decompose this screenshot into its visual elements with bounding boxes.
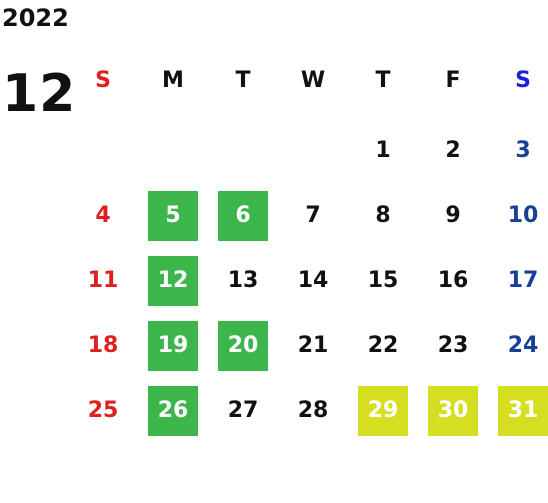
day-cell-highlighted[interactable]: 19 — [148, 321, 198, 371]
day-cell-highlighted[interactable]: 26 — [148, 386, 198, 436]
day-cell[interactable]: 16 — [437, 268, 469, 293]
day-cell-highlighted[interactable]: 6 — [218, 191, 268, 241]
day-cell[interactable]: 13 — [227, 268, 259, 293]
day-cell[interactable]: 18 — [87, 333, 119, 358]
day-cell-highlighted-lime[interactable]: 29 — [358, 386, 408, 436]
day-cell[interactable]: 15 — [367, 268, 399, 293]
day-cell[interactable]: 14 — [297, 268, 329, 293]
day-cell-highlighted[interactable]: 5 — [148, 191, 198, 241]
day-cell[interactable]: 2 — [445, 138, 461, 163]
day-cell[interactable]: 1 — [375, 138, 391, 163]
day-cell-highlighted[interactable]: 12 — [148, 256, 198, 306]
day-cell[interactable]: 25 — [87, 398, 119, 423]
day-cell[interactable]: 28 — [297, 398, 329, 423]
day-cell[interactable]: 23 — [437, 333, 469, 358]
day-cell-highlighted[interactable]: 20 — [218, 321, 268, 371]
day-cell[interactable]: 8 — [375, 203, 391, 228]
day-cell[interactable]: 3 — [515, 138, 531, 163]
weekday-header-sat: S — [515, 68, 531, 93]
weekday-header-mon: M — [162, 68, 184, 93]
day-cell[interactable]: 17 — [507, 268, 539, 293]
day-cell-highlighted-lime[interactable]: 31 — [498, 386, 548, 436]
weekday-header-thu: T — [375, 68, 391, 93]
day-cell[interactable]: 21 — [297, 333, 329, 358]
weekday-header-tue: T — [235, 68, 251, 93]
day-cell[interactable]: 27 — [227, 398, 259, 423]
day-cell[interactable]: 22 — [367, 333, 399, 358]
weekday-header-wed: W — [300, 68, 326, 93]
year-label: 2022 — [2, 4, 69, 32]
day-cell[interactable]: 24 — [507, 333, 539, 358]
day-cell[interactable]: 7 — [305, 203, 321, 228]
day-cell[interactable]: 10 — [507, 203, 539, 228]
day-cell-highlighted-lime[interactable]: 30 — [428, 386, 478, 436]
month-number: 12 — [2, 64, 77, 124]
day-cell[interactable]: 11 — [87, 268, 119, 293]
weekday-header-fri: F — [445, 68, 461, 93]
day-cell[interactable]: 9 — [445, 203, 461, 228]
day-cell[interactable]: 4 — [95, 203, 111, 228]
weekday-header-sun: S — [95, 68, 111, 93]
